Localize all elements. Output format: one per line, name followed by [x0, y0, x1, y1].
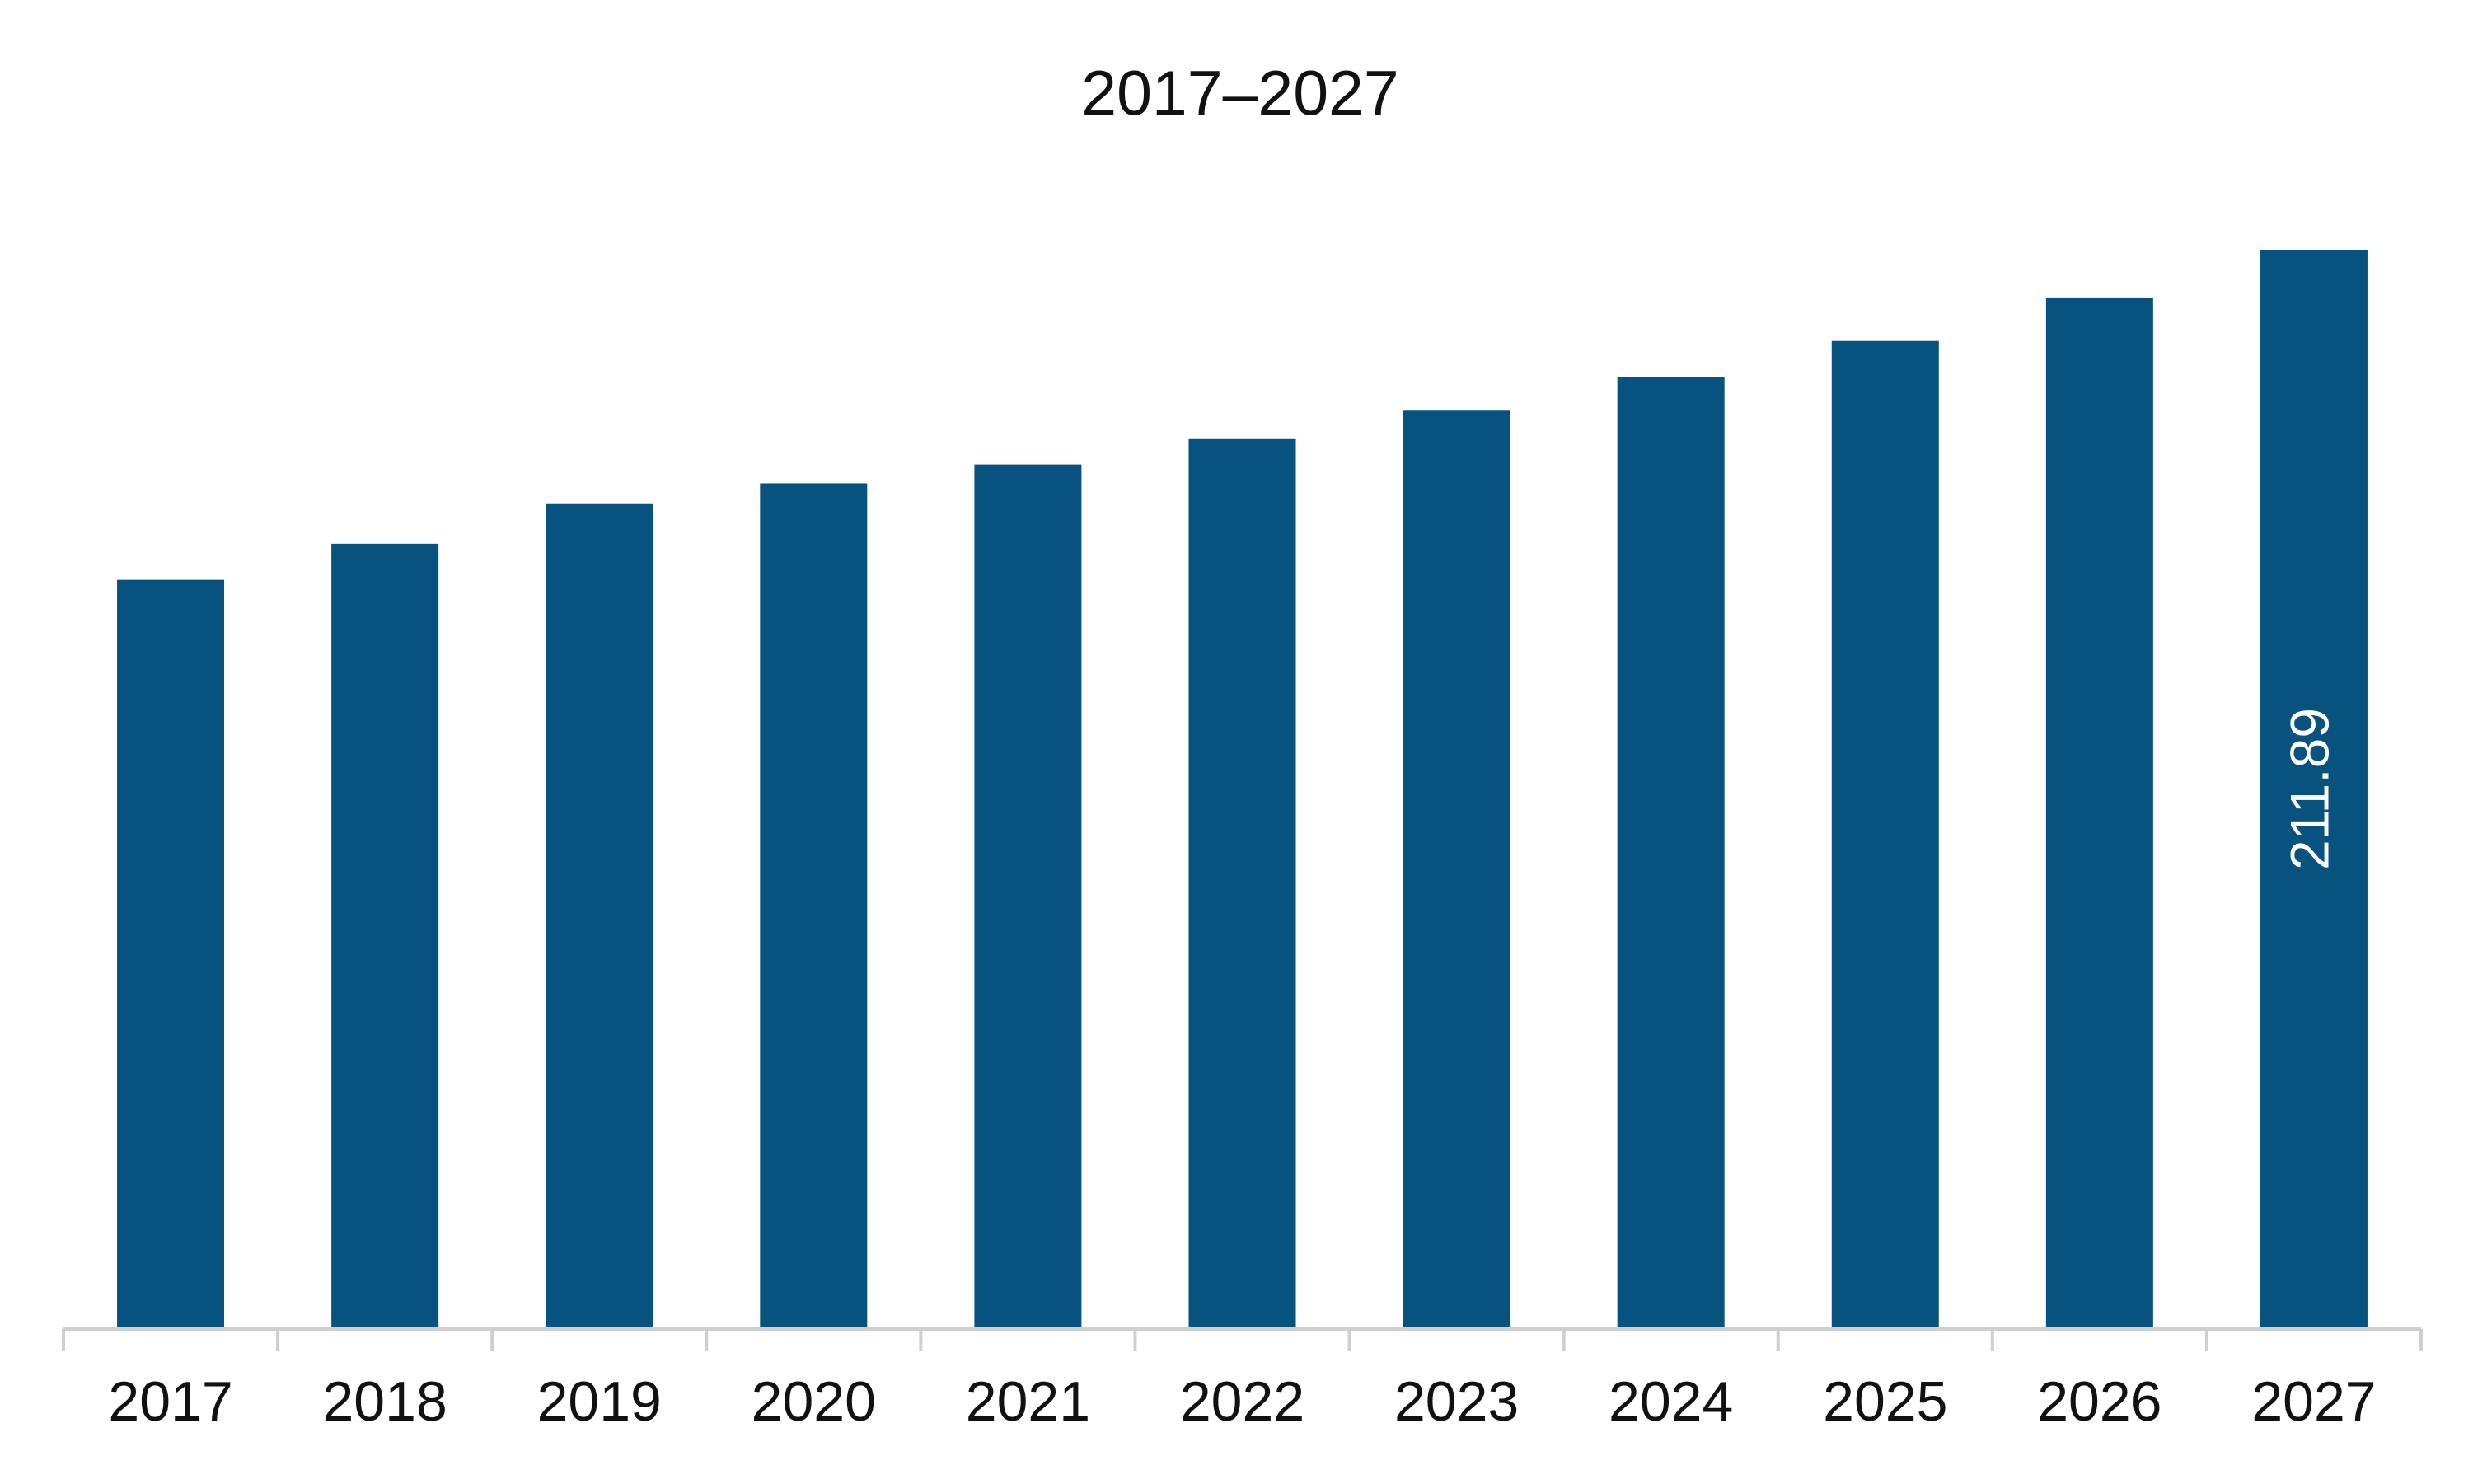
bar — [1188, 438, 1296, 1328]
bar — [1403, 410, 1510, 1327]
bar — [331, 543, 439, 1327]
bar — [974, 464, 1082, 1327]
x-tick-label: 2021 — [966, 1370, 1090, 1433]
x-tick-label: 2020 — [752, 1370, 876, 1433]
bar — [546, 503, 653, 1327]
bar — [2260, 250, 2368, 1327]
x-tick-label: 2027 — [2251, 1370, 2376, 1433]
bar — [1617, 377, 1725, 1328]
x-tick-label: 2018 — [322, 1370, 447, 1433]
x-tick-label: 2022 — [1180, 1370, 1304, 1433]
bar — [760, 483, 868, 1327]
bar — [1831, 340, 1939, 1327]
data-label: 211.89 — [2279, 708, 2340, 870]
x-tick-label: 2019 — [537, 1370, 662, 1433]
x-tick-label: 2026 — [2037, 1370, 2162, 1433]
bar — [2045, 297, 2153, 1327]
chart-title: 2017–2027 — [1081, 58, 1398, 129]
x-tick-label: 2024 — [1609, 1370, 1733, 1433]
x-tick-label: 2023 — [1394, 1370, 1519, 1433]
x-tick-label: 2025 — [1823, 1370, 1947, 1433]
bar — [117, 579, 225, 1327]
x-tick-label: 2017 — [108, 1370, 232, 1433]
